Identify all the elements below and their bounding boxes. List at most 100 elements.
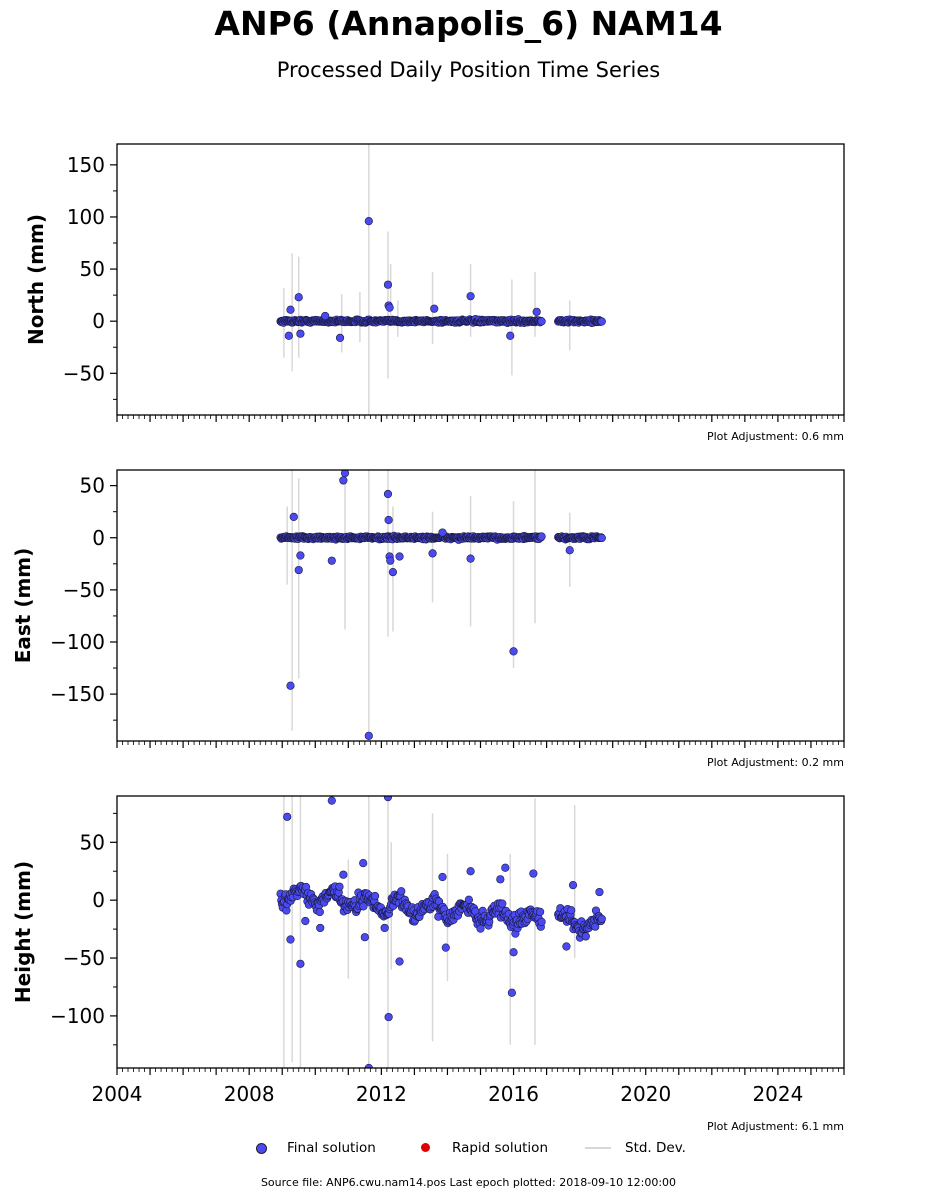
outlier-point bbox=[296, 551, 305, 560]
legend-rapid: Rapid solution bbox=[421, 1138, 571, 1158]
final-solution-series bbox=[276, 881, 606, 942]
outlier-point bbox=[386, 556, 395, 565]
data-point bbox=[537, 532, 546, 541]
outlier-point bbox=[428, 549, 437, 558]
outlier-point bbox=[327, 796, 336, 805]
data-point bbox=[537, 917, 546, 927]
outlier-point bbox=[284, 331, 293, 340]
x-tick-label: 2004 bbox=[92, 1082, 143, 1106]
data-point bbox=[597, 914, 606, 924]
plot-frame bbox=[116, 143, 845, 416]
outlier-point bbox=[532, 307, 541, 316]
outlier-point bbox=[383, 280, 393, 289]
outlier-point bbox=[335, 333, 345, 342]
stddev-marker bbox=[585, 1147, 611, 1149]
outlier-point bbox=[289, 512, 298, 522]
outlier-point bbox=[286, 681, 295, 690]
y-axis-label: Height (mm) bbox=[11, 861, 35, 1003]
outlier-point bbox=[327, 556, 336, 565]
data-point bbox=[537, 317, 546, 326]
rapid-solution-marker bbox=[421, 1143, 430, 1152]
outlier-point bbox=[384, 1012, 393, 1022]
data-point bbox=[597, 317, 606, 326]
outlier-point bbox=[360, 933, 369, 942]
final-solution-series bbox=[276, 531, 606, 544]
y-tick-label: −100 bbox=[50, 630, 105, 654]
legend: Final solution Rapid solution Std. Dev. bbox=[0, 1138, 937, 1158]
x-tick-label: 2020 bbox=[620, 1082, 671, 1106]
plot-frame bbox=[116, 469, 845, 742]
data-point bbox=[370, 891, 380, 901]
x-tick-label: 2012 bbox=[356, 1082, 407, 1106]
time-series-charts: 150 100 50 0 −50 North (mm) Plot Adjustment: 0… bbox=[11, 143, 845, 1133]
y-tick-label: 0 bbox=[92, 888, 105, 912]
outlier-point bbox=[595, 887, 604, 897]
outlier-point bbox=[294, 293, 303, 302]
data-point bbox=[335, 882, 344, 891]
y-tick-label: 150 bbox=[67, 153, 105, 177]
data-point bbox=[536, 907, 545, 916]
x-tick-label: 2008 bbox=[224, 1082, 275, 1106]
plot-adjustment-note: Plot Adjustment: 6.1 mm bbox=[707, 1120, 844, 1133]
outlier-point bbox=[339, 476, 348, 485]
outlier-point bbox=[438, 872, 447, 882]
y-tick-label: 50 bbox=[80, 474, 105, 498]
outlier-point bbox=[359, 859, 368, 868]
y-tick-label: 50 bbox=[80, 257, 105, 281]
legend-stddev-label: Std. Dev. bbox=[625, 1140, 686, 1156]
outlier-point bbox=[430, 304, 439, 313]
data-point bbox=[315, 907, 324, 917]
outlier-point bbox=[283, 812, 292, 821]
outlier-point bbox=[395, 552, 404, 561]
y-axis-label: North (mm) bbox=[24, 214, 48, 345]
page-title: ANP6 (Annapolis_6) NAM14 bbox=[214, 4, 723, 43]
outlier-point bbox=[380, 923, 389, 933]
outlier-point bbox=[296, 959, 305, 968]
plot-adjustment-note: Plot Adjustment: 0.2 mm bbox=[707, 756, 844, 769]
final-solution-marker bbox=[256, 1143, 267, 1154]
outlier-point bbox=[395, 957, 404, 966]
outlier-point bbox=[340, 470, 350, 478]
outlier-point bbox=[501, 863, 510, 872]
outlier-point bbox=[294, 565, 303, 575]
data-point bbox=[464, 895, 473, 904]
final-solution-series bbox=[276, 315, 606, 328]
outlier-point bbox=[383, 796, 393, 802]
data-point bbox=[476, 924, 485, 933]
y-tick-label: −50 bbox=[63, 946, 105, 970]
outlier-point bbox=[339, 870, 348, 879]
outlier-point bbox=[529, 869, 538, 878]
legend-stddev: Std. Dev. bbox=[585, 1138, 705, 1158]
y-tick-label: 0 bbox=[92, 526, 105, 550]
y-tick-label: 50 bbox=[80, 830, 105, 854]
outlier-point bbox=[506, 331, 515, 340]
data-point bbox=[581, 932, 590, 941]
outlier-point bbox=[388, 568, 398, 577]
x-tick-label: 2024 bbox=[752, 1082, 803, 1106]
page-subtitle: Processed Daily Position Time Series bbox=[276, 58, 661, 82]
y-tick-label: 100 bbox=[67, 205, 105, 229]
outlier-point bbox=[301, 916, 310, 926]
outlier-point bbox=[364, 217, 373, 226]
y-tick-label: −50 bbox=[63, 578, 105, 602]
outlier-point bbox=[565, 546, 574, 555]
outlier-point bbox=[286, 935, 295, 944]
outlier-point bbox=[383, 489, 393, 499]
source-footnote: Source file: ANP6.cwu.nam14.pos Last epo… bbox=[260, 1176, 677, 1189]
outlier-point bbox=[316, 923, 325, 933]
outlier-point bbox=[321, 311, 330, 321]
y-tick-label: −100 bbox=[50, 1004, 105, 1028]
legend-final-label: Final solution bbox=[287, 1140, 376, 1156]
plot-adjustment-note: Plot Adjustment: 0.6 mm bbox=[707, 430, 844, 443]
data-point bbox=[498, 899, 507, 908]
y-tick-label: −50 bbox=[63, 361, 105, 385]
outlier-point bbox=[296, 329, 305, 338]
x-tick-label: 2016 bbox=[488, 1082, 539, 1106]
outlier-point bbox=[466, 554, 475, 563]
outlier-point bbox=[286, 305, 295, 314]
y-tick-label: 0 bbox=[92, 309, 105, 333]
outlier-point bbox=[441, 943, 450, 952]
outlier-point bbox=[438, 528, 447, 537]
legend-rapid-label: Rapid solution bbox=[452, 1140, 548, 1156]
data-point bbox=[359, 902, 368, 911]
